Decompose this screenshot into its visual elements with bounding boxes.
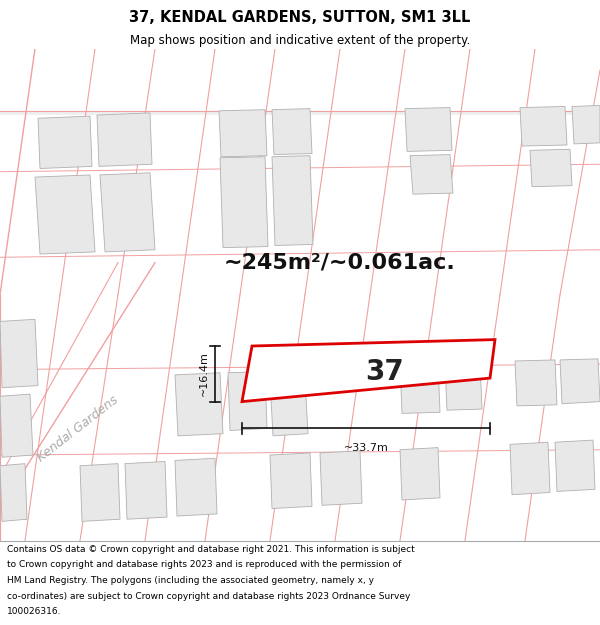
- Polygon shape: [530, 149, 572, 187]
- Text: 100026316.: 100026316.: [7, 608, 62, 616]
- Polygon shape: [242, 339, 495, 402]
- Polygon shape: [272, 109, 312, 154]
- Polygon shape: [100, 173, 155, 252]
- Polygon shape: [555, 440, 595, 491]
- Text: 37, KENDAL GARDENS, SUTTON, SM1 3LL: 37, KENDAL GARDENS, SUTTON, SM1 3LL: [130, 10, 470, 25]
- Polygon shape: [515, 360, 557, 406]
- Polygon shape: [270, 379, 308, 436]
- Polygon shape: [272, 156, 313, 246]
- Polygon shape: [400, 448, 440, 500]
- Text: Contains OS data © Crown copyright and database right 2021. This information is : Contains OS data © Crown copyright and d…: [7, 545, 415, 554]
- Text: 37: 37: [365, 357, 404, 386]
- Polygon shape: [220, 157, 268, 248]
- Text: Map shows position and indicative extent of the property.: Map shows position and indicative extent…: [130, 34, 470, 47]
- Polygon shape: [38, 116, 92, 169]
- Polygon shape: [400, 363, 440, 413]
- Polygon shape: [520, 106, 567, 146]
- Polygon shape: [410, 154, 453, 194]
- Polygon shape: [35, 175, 95, 254]
- Text: ~33.7m: ~33.7m: [344, 443, 388, 453]
- Polygon shape: [0, 111, 600, 115]
- Polygon shape: [125, 461, 167, 519]
- Text: ~16.4m: ~16.4m: [199, 351, 209, 396]
- Polygon shape: [0, 464, 27, 521]
- Polygon shape: [80, 464, 120, 521]
- Polygon shape: [219, 110, 267, 157]
- Polygon shape: [572, 106, 600, 144]
- Polygon shape: [175, 458, 217, 516]
- Polygon shape: [510, 442, 550, 494]
- Polygon shape: [228, 372, 267, 431]
- Polygon shape: [320, 451, 362, 506]
- Polygon shape: [445, 362, 482, 410]
- Polygon shape: [0, 394, 33, 458]
- Text: to Crown copyright and database rights 2023 and is reproduced with the permissio: to Crown copyright and database rights 2…: [7, 561, 401, 569]
- Text: HM Land Registry. The polygons (including the associated geometry, namely x, y: HM Land Registry. The polygons (includin…: [7, 576, 374, 585]
- Polygon shape: [175, 372, 223, 436]
- Text: co-ordinates) are subject to Crown copyright and database rights 2023 Ordnance S: co-ordinates) are subject to Crown copyr…: [7, 592, 410, 601]
- Polygon shape: [270, 453, 312, 509]
- Polygon shape: [0, 319, 38, 388]
- Polygon shape: [405, 107, 452, 151]
- Polygon shape: [97, 113, 152, 166]
- Text: Kendal Gardens: Kendal Gardens: [35, 393, 121, 464]
- Text: ~245m²/~0.061ac.: ~245m²/~0.061ac.: [224, 253, 456, 272]
- Polygon shape: [560, 359, 600, 404]
